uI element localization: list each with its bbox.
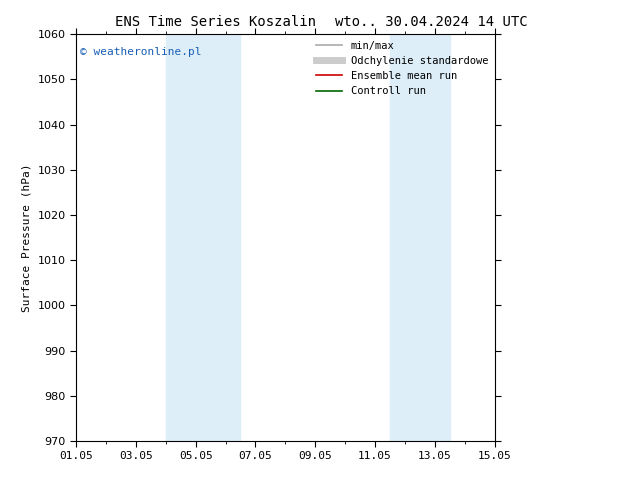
Y-axis label: Surface Pressure (hPa): Surface Pressure (hPa) — [22, 163, 32, 312]
Bar — [165, 34, 240, 441]
Text: © weatheronline.pl: © weatheronline.pl — [81, 47, 202, 56]
Legend: min/max, Odchylenie standardowe, Ensemble mean run, Controll run: min/max, Odchylenie standardowe, Ensembl… — [312, 36, 493, 100]
Bar — [390, 34, 450, 441]
Text: wto.. 30.04.2024 14 UTC: wto.. 30.04.2024 14 UTC — [335, 15, 527, 29]
Text: ENS Time Series Koszalin: ENS Time Series Koszalin — [115, 15, 316, 29]
